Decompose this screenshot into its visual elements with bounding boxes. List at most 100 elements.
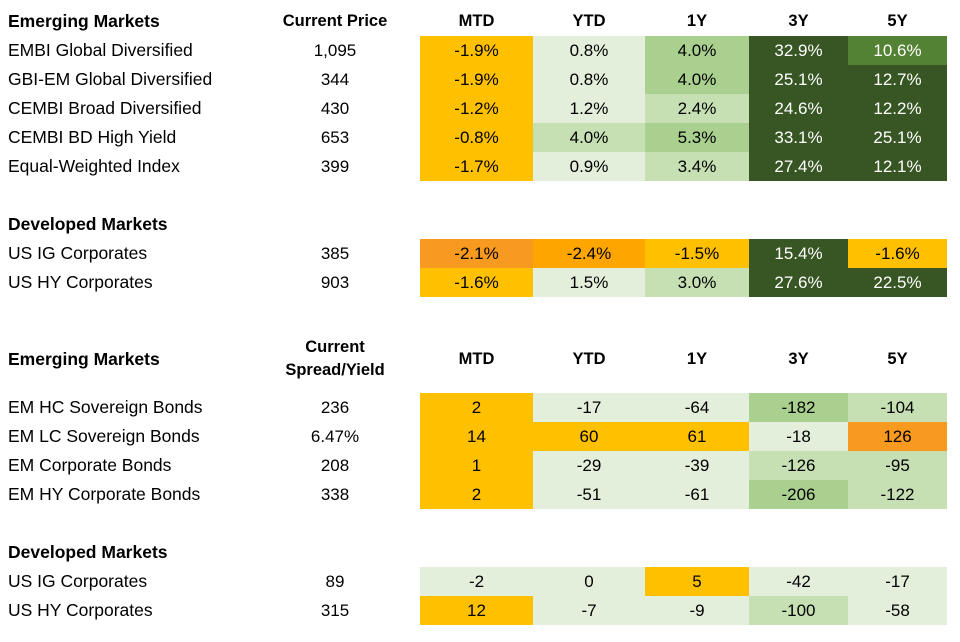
row-label: US IG Corporates	[8, 571, 148, 591]
section1-title: Emerging Markets	[8, 11, 160, 31]
value-cell: -0.8%	[420, 123, 533, 152]
value-cell: 12.2%	[848, 94, 947, 123]
row-label: EM Corporate Bonds	[8, 455, 172, 475]
value-cell: 12	[420, 596, 533, 625]
row-label: US HY Corporates	[8, 272, 153, 292]
value-cell: 1	[420, 451, 533, 480]
value-cell: -42	[749, 567, 848, 596]
col-spread-line2: Spread/Yield	[285, 361, 385, 379]
row-label: EM LC Sovereign Bonds	[8, 426, 200, 446]
value-cell: 5	[645, 567, 749, 596]
value-cell: 2.4%	[645, 94, 749, 123]
section3-header: Emerging Markets MTD YTD 1Y 3Y 5Y	[0, 345, 960, 374]
col-5y: 5Y	[887, 350, 908, 368]
current-value: 315	[320, 601, 350, 620]
value-cell: -17	[848, 567, 947, 596]
current-value: 208	[320, 456, 350, 475]
current-value: 1,095	[313, 41, 357, 60]
col-current-spread-yield: Current Spread/Yield	[276, 336, 394, 382]
value-cell: -29	[533, 451, 645, 480]
col-5y: 5Y	[887, 12, 908, 30]
row-label: US IG Corporates	[8, 243, 148, 263]
row-label: Equal-Weighted Index	[8, 156, 180, 176]
table-row: GBI-EM Global Diversified 344 -1.9% 0.8% 4.0…	[0, 65, 960, 94]
table-row: US HY Corporates 903 -1.6% 1.5% 3.0% 27.6% 22.…	[0, 268, 960, 297]
section3-title: Emerging Markets	[8, 349, 160, 369]
section1-header: Emerging Markets Current Price MTD YTD 1…	[0, 7, 960, 36]
col-current-price: Current Price	[282, 12, 388, 30]
value-cell: 2	[420, 393, 533, 422]
value-cell: 27.6%	[749, 268, 848, 297]
current-value: 6.47%	[310, 427, 360, 446]
current-value: 653	[320, 128, 350, 147]
table-row: CEMBI Broad Diversified 430 -1.2% 1.2% 2.4% 2…	[0, 94, 960, 123]
value-cell: 25.1%	[749, 65, 848, 94]
value-cell: 15.4%	[749, 239, 848, 268]
value-cell: 25.1%	[848, 123, 947, 152]
value-cell: -1.2%	[420, 94, 533, 123]
col-3y: 3Y	[788, 350, 809, 368]
table-row: US HY Corporates 315 12 -7 -9 -100 -58	[0, 596, 960, 625]
value-cell: 0	[533, 567, 645, 596]
value-cell: 61	[645, 422, 749, 451]
table-row: EM LC Sovereign Bonds 6.47% 14 60 61 -18 126	[0, 422, 960, 451]
value-cell: 24.6%	[749, 94, 848, 123]
table-row: EM Corporate Bonds 208 1 -29 -39 -126 -95	[0, 451, 960, 480]
table-row: US IG Corporates 89 -2 0 5 -42 -17	[0, 567, 960, 596]
value-cell: 4.0%	[533, 123, 645, 152]
value-cell: -61	[645, 480, 749, 509]
col-ytd: YTD	[572, 12, 606, 30]
col-ytd: YTD	[572, 350, 606, 368]
current-value: 236	[320, 398, 350, 417]
col-1y: 1Y	[686, 12, 708, 30]
value-cell: -1.6%	[848, 239, 947, 268]
row-label: US HY Corporates	[8, 600, 153, 620]
value-cell: -1.7%	[420, 152, 533, 181]
value-cell: 32.9%	[749, 36, 848, 65]
col-3y: 3Y	[788, 12, 809, 30]
value-cell: 12.7%	[848, 65, 947, 94]
value-cell: 126	[848, 422, 947, 451]
value-cell: -122	[848, 480, 947, 509]
value-cell: -1.6%	[420, 268, 533, 297]
value-cell: 3.4%	[645, 152, 749, 181]
col-mtd: MTD	[458, 12, 495, 30]
value-cell: 5.3%	[645, 123, 749, 152]
row-label: CEMBI Broad Diversified	[8, 98, 202, 118]
current-value: 903	[320, 273, 350, 292]
value-cell: -95	[848, 451, 947, 480]
value-cell: -7	[533, 596, 645, 625]
value-cell: 0.9%	[533, 152, 645, 181]
row-label: EM HY Corporate Bonds	[8, 484, 201, 504]
value-cell: -18	[749, 422, 848, 451]
value-cell: 4.0%	[645, 65, 749, 94]
value-cell: 60	[533, 422, 645, 451]
current-value: 344	[320, 70, 350, 89]
value-cell: 4.0%	[645, 36, 749, 65]
value-cell: 10.6%	[848, 36, 947, 65]
value-cell: 1.2%	[533, 94, 645, 123]
current-value: 338	[320, 485, 350, 504]
value-cell: -9	[645, 596, 749, 625]
value-cell: -182	[749, 393, 848, 422]
value-cell: -126	[749, 451, 848, 480]
value-cell: -1.5%	[645, 239, 749, 268]
table-row: US IG Corporates 385 -2.1% -2.4% -1.5% 15.4% -…	[0, 239, 960, 268]
value-cell: 27.4%	[749, 152, 848, 181]
section2-header: Developed Markets	[0, 210, 960, 239]
value-cell: 33.1%	[749, 123, 848, 152]
value-cell: -1.9%	[420, 65, 533, 94]
value-cell: -64	[645, 393, 749, 422]
section2-title: Developed Markets	[8, 214, 168, 234]
current-value: 385	[320, 244, 350, 263]
value-cell: 0.8%	[533, 65, 645, 94]
current-value: 399	[320, 157, 350, 176]
value-cell: 22.5%	[848, 268, 947, 297]
col-spread-line1: Current	[305, 338, 365, 356]
value-cell: 2	[420, 480, 533, 509]
col-mtd: MTD	[458, 350, 495, 368]
row-label: CEMBI BD High Yield	[8, 127, 177, 147]
section4-header: Developed Markets	[0, 538, 960, 567]
value-cell: -1.9%	[420, 36, 533, 65]
col-1y: 1Y	[686, 350, 708, 368]
